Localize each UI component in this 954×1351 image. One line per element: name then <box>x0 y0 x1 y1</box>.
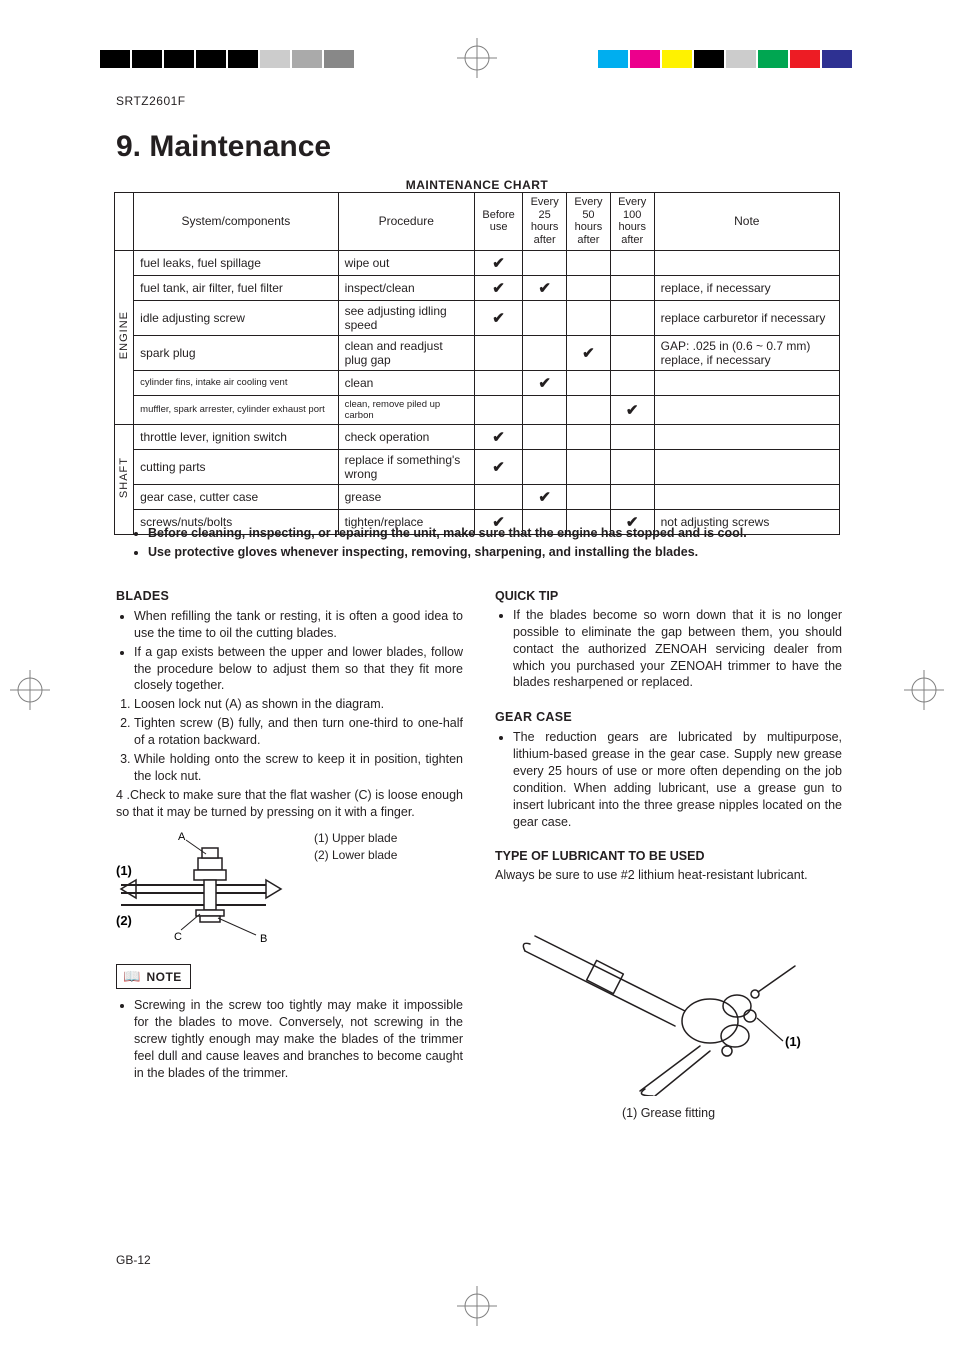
svg-text:(2): (2) <box>116 913 132 928</box>
table-row: gear case, cutter casegrease✔ <box>115 484 840 509</box>
blades-step: 4 .Check to make sure that the flat wash… <box>116 787 463 821</box>
svg-text:(1): (1) <box>116 863 132 878</box>
table-row: muffler, spark arrester, cylinder exhaus… <box>115 395 840 424</box>
gear-case-list: The reduction gears are lubricated by mu… <box>495 729 842 830</box>
lubricant-heading: TYPE OF LUBRICANT TO BE USED <box>495 848 842 865</box>
table-row: idle adjusting screwsee adjusting idling… <box>115 300 840 335</box>
svg-text:B: B <box>260 933 267 945</box>
th-25: Every25hoursafter <box>523 193 567 251</box>
crop-mark-right <box>904 670 944 715</box>
crop-mark-left <box>10 670 50 715</box>
table-row: spark plugclean and readjust plug gap✔GA… <box>115 335 840 370</box>
blades-steps-list: Loosen lock nut (A) as shown in the diag… <box>116 696 463 820</box>
blades-bullet: If a gap exists between the upper and lo… <box>134 644 463 695</box>
warning-bullet: Before cleaning, inspecting, or repairin… <box>148 524 836 543</box>
table-row: SHAFTthrottle lever, ignition switchchec… <box>115 424 840 449</box>
table-row: ENGINEfuel leaks, fuel spillagewipe out✔ <box>115 250 840 275</box>
reg-marks-left <box>100 50 356 68</box>
group-label: ENGINE <box>115 250 134 424</box>
blade-legend: (1) Upper blade (2) Lower blade <box>314 830 397 864</box>
gear-case-figure: (1) (1) Grease fitting <box>495 896 842 1122</box>
quick-tip-heading: QUICK TIP <box>495 588 842 605</box>
right-column: QUICK TIP If the blades become so worn d… <box>495 588 842 1122</box>
page: SRTZ2601F 9. Maintenance MAINTENANCE CHA… <box>0 0 954 1351</box>
gear-case-bullet: The reduction gears are lubricated by mu… <box>513 729 842 830</box>
table-row: cylinder fins, intake air cooling ventcl… <box>115 370 840 395</box>
note-bullet-list: Screwing in the screw too tightly may ma… <box>116 997 463 1081</box>
maintenance-table: System/components Procedure Beforeuse Ev… <box>114 192 840 535</box>
th-note: Note <box>654 193 839 251</box>
warning-bullet: Use protective gloves whenever inspectin… <box>148 543 836 562</box>
th-procedure: Procedure <box>338 193 474 251</box>
chart-title: MAINTENANCE CHART <box>0 178 954 192</box>
blades-step: Tighten screw (B) fully, and then turn o… <box>134 715 463 749</box>
table-row: fuel tank, air filter, fuel filterinspec… <box>115 275 840 300</box>
blades-bullet-list: When refilling the tank or resting, it i… <box>116 608 463 694</box>
blades-heading: BLADES <box>116 588 463 605</box>
svg-text:C: C <box>174 931 182 943</box>
blades-bullet: When refilling the tank or resting, it i… <box>134 608 463 642</box>
gear-figure-caption: (1) Grease fitting <box>495 1105 842 1122</box>
table-row: cutting partsreplace if something's wron… <box>115 449 840 484</box>
group-label: SHAFT <box>115 424 134 534</box>
crop-mark-bottom <box>457 1286 497 1331</box>
th-100: Every100hoursafter <box>610 193 654 251</box>
section-title: 9. Maintenance <box>116 130 331 164</box>
note-label: NOTE <box>146 969 181 985</box>
blade-legend-1: (1) Upper blade <box>314 830 397 847</box>
svg-text:(1): (1) <box>785 1034 801 1049</box>
book-icon: 📖 <box>123 967 140 986</box>
reg-marks-right <box>598 50 854 68</box>
quick-tip-bullet: If the blades become so worn down that i… <box>513 607 842 691</box>
blades-step: Loosen lock nut (A) as shown in the diag… <box>134 696 463 713</box>
page-number: GB-12 <box>116 1253 151 1267</box>
note-bullet: Screwing in the screw too tightly may ma… <box>134 997 463 1081</box>
th-system: System/components <box>134 193 338 251</box>
doc-code: SRTZ2601F <box>116 94 186 108</box>
crop-mark-top <box>457 38 497 83</box>
body-columns: BLADES When refilling the tank or restin… <box>116 588 842 1122</box>
note-box: 📖 NOTE <box>116 964 191 989</box>
gear-case-heading: GEAR CASE <box>495 709 842 726</box>
th-50: Every50hoursafter <box>567 193 611 251</box>
th-before: Beforeuse <box>474 193 522 251</box>
left-column: BLADES When refilling the tank or restin… <box>116 588 463 1122</box>
lubricant-text: Always be sure to use #2 lithium heat-re… <box>495 867 842 884</box>
blade-legend-2: (2) Lower blade <box>314 847 397 864</box>
quick-tip-list: If the blades become so worn down that i… <box>495 607 842 691</box>
blades-step: While holding onto the screw to keep it … <box>134 751 463 785</box>
svg-text:A: A <box>178 831 186 843</box>
blade-figure: A C B (1) (2) (1) Upper blade (2) Lower … <box>116 830 463 950</box>
warning-bullets: Before cleaning, inspecting, or repairin… <box>116 524 836 562</box>
